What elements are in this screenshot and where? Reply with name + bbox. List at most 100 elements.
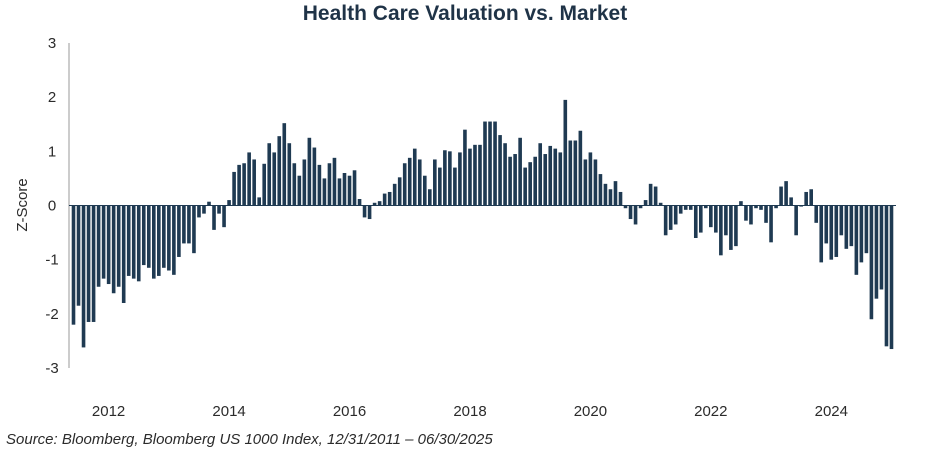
bar — [342, 173, 347, 206]
bar — [503, 143, 507, 206]
bar — [608, 189, 613, 206]
bar — [749, 205, 753, 225]
x-tick-label: 2014 — [212, 403, 245, 420]
bar — [197, 205, 201, 218]
y-tick-label: -2 — [45, 306, 58, 323]
bar — [428, 189, 432, 206]
bars-layer — [71, 99, 894, 350]
chart-title: Health Care Valuation vs. Market — [302, 2, 628, 25]
bar — [673, 205, 678, 225]
x-tick-label: 2024 — [815, 403, 848, 420]
bar — [202, 205, 206, 214]
source-note: Source: Bloomberg, Bloomberg US 1000 Ind… — [6, 431, 493, 448]
bar — [96, 205, 101, 287]
bar — [131, 205, 136, 279]
bar — [322, 178, 327, 206]
bar — [719, 205, 723, 256]
bar — [769, 205, 773, 243]
bar — [508, 156, 512, 206]
bar — [698, 205, 703, 233]
bar — [292, 163, 297, 206]
bar — [553, 148, 558, 206]
bar — [257, 197, 261, 206]
x-tick-label: 2018 — [453, 403, 486, 420]
bar — [874, 205, 879, 299]
x-tick-label: 2016 — [333, 403, 366, 420]
bar — [628, 205, 633, 220]
bar — [804, 191, 808, 206]
bar — [337, 178, 342, 206]
bar — [438, 167, 442, 206]
bar — [473, 144, 477, 206]
bar — [212, 205, 216, 230]
bar — [332, 157, 337, 206]
y-tick-label: 0 — [48, 198, 56, 215]
bar — [754, 205, 758, 209]
y-tick-label: -3 — [45, 360, 58, 377]
x-tick-label: 2012 — [92, 403, 125, 420]
bar — [71, 205, 76, 325]
bar — [141, 205, 146, 266]
bar — [704, 205, 708, 209]
bar — [849, 205, 854, 247]
bar — [774, 205, 778, 209]
bar — [814, 205, 819, 223]
bar — [638, 205, 643, 209]
bar — [76, 205, 81, 306]
bar — [854, 205, 859, 275]
bar — [407, 157, 412, 206]
bar — [222, 205, 226, 228]
bar — [317, 164, 322, 206]
bar — [282, 123, 287, 206]
bar — [488, 121, 492, 206]
x-tick-label: 2022 — [694, 403, 727, 420]
bar — [312, 147, 317, 206]
bar — [653, 186, 658, 206]
bar — [709, 205, 713, 228]
bar — [402, 163, 407, 206]
bar — [302, 159, 307, 206]
bar — [372, 202, 377, 206]
bar — [91, 205, 96, 322]
bar — [693, 205, 698, 238]
bar — [603, 183, 608, 206]
y-tick-label: -1 — [45, 252, 58, 269]
bar — [453, 167, 457, 206]
bar — [799, 205, 803, 207]
bar — [643, 200, 648, 206]
bar — [578, 130, 583, 206]
bar — [784, 181, 788, 206]
bar — [568, 140, 573, 206]
bar — [583, 159, 588, 206]
tick-labels-layer: 3 2 1 0 -1 -2 -3 2012 2014 2016 2018 2020 2022 2024 — [45, 35, 848, 420]
bar — [498, 135, 502, 206]
y-tick-label: 1 — [48, 143, 56, 160]
bar — [618, 191, 623, 206]
bar — [729, 205, 733, 250]
bar — [86, 205, 91, 322]
bar — [688, 205, 693, 210]
bar — [247, 152, 251, 206]
bar — [207, 201, 211, 206]
bar — [513, 154, 517, 206]
y-axis-title: Z-Score — [14, 178, 31, 231]
bar — [177, 205, 181, 257]
bar — [387, 191, 392, 206]
bar — [106, 205, 111, 285]
bar — [588, 152, 593, 206]
bar — [277, 136, 282, 206]
bar — [548, 145, 553, 206]
bar — [648, 183, 653, 206]
bar — [272, 152, 277, 206]
bar — [327, 163, 332, 206]
bar — [101, 205, 106, 279]
bar — [538, 143, 543, 206]
bar — [493, 121, 497, 206]
bar — [262, 163, 267, 206]
bar — [678, 205, 683, 214]
bar — [412, 148, 417, 206]
bar — [192, 205, 196, 254]
bar — [463, 129, 467, 206]
bar — [839, 205, 844, 236]
bar — [172, 205, 176, 275]
